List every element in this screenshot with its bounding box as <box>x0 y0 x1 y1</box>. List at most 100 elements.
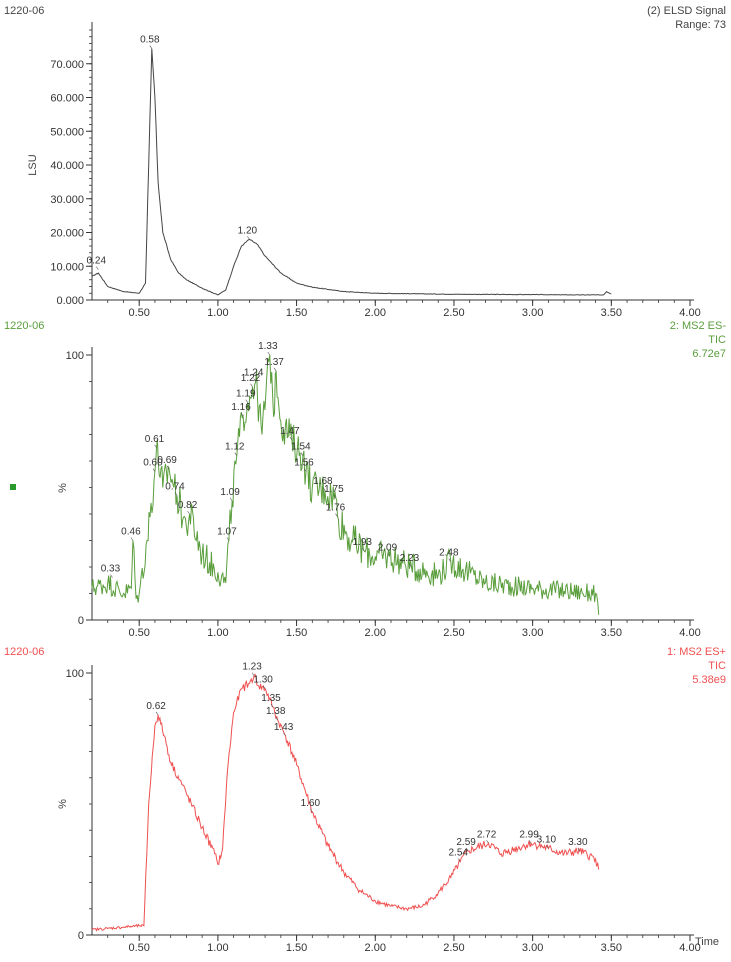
panel-header-line-3: 5.38e9 <box>692 674 726 686</box>
sample-id: 1220-06 <box>4 5 44 17</box>
peak-leader <box>110 574 113 578</box>
peak-leader <box>335 513 338 517</box>
panel-header-line-1: 2: MS2 ES- <box>670 320 727 332</box>
series-line <box>91 48 612 296</box>
peak-leader <box>273 367 277 372</box>
peak-label: 0.24 <box>87 256 107 267</box>
x-tick-label: 4.00 <box>679 627 700 639</box>
series-line <box>91 354 600 615</box>
x-tick-label: 0.50 <box>128 627 149 639</box>
panel-header-line-3: 6.72e7 <box>692 348 726 360</box>
x-tick-label: 1.50 <box>286 627 307 639</box>
peak-leader <box>166 465 170 470</box>
peak-label: 0.69 <box>157 455 177 466</box>
y-tick-label: 100 <box>66 350 84 362</box>
peak-label: 1.76 <box>326 503 346 514</box>
x-tick-label: 2.50 <box>443 627 464 639</box>
peak-label: 1.47 <box>280 426 300 437</box>
sample-id: 1220-06 <box>4 646 44 658</box>
peak-leader <box>262 685 266 689</box>
peak-label: 0.62 <box>146 701 166 712</box>
y-tick-label: 10.000 <box>50 261 84 273</box>
peak-label: 1.23 <box>242 662 262 673</box>
x-tick-label: 3.00 <box>522 627 543 639</box>
peak-leader <box>155 711 159 716</box>
y-axis-title: LSU <box>27 154 39 175</box>
peak-leader <box>229 497 233 501</box>
x-tick-label: 3.50 <box>601 627 622 639</box>
peak-label: 2.54 <box>449 848 469 859</box>
peak-leader <box>577 847 581 852</box>
panel-ms-pos: 1220-06 1: MS2 ES+ TIC 5.38e9 % Time 0.5… <box>4 646 726 954</box>
y-tick-label: 100 <box>66 668 84 680</box>
panel-header-line-1: (2) ELSD Signal <box>647 5 726 17</box>
y-axis-title: % <box>57 799 69 809</box>
peak-label: 3.30 <box>568 837 588 848</box>
peak-leader <box>300 452 304 456</box>
panel-ms-neg: 1220-06 2: MS2 ES- TIC 6.72e7 % 0.50 1.00… <box>4 320 726 639</box>
peak-label: 1.30 <box>253 675 273 686</box>
x-tick-label: 0.50 <box>128 307 149 319</box>
peak-label: 1.75 <box>324 484 344 495</box>
peak-leader <box>387 553 390 557</box>
panel-elsd: 1220-06 (2) ELSD Signal Range: 73 LSU 0.… <box>4 5 726 319</box>
x-tick-label: 1.00 <box>207 307 228 319</box>
peak-label: 2.72 <box>477 829 497 840</box>
peak-leader <box>457 858 461 862</box>
peak-label: 0.46 <box>121 527 141 538</box>
y-tick-label: 0 <box>78 930 84 942</box>
x-tick-label: 2.00 <box>365 307 386 319</box>
peak-label: 1.22 <box>241 373 261 384</box>
x-tick-label: 1.50 <box>286 942 307 954</box>
peak-leader <box>226 537 230 541</box>
peak-label: 1.68 <box>313 476 333 487</box>
peak-label: 1.24 <box>244 368 264 379</box>
x-tick-label: 2.50 <box>443 307 464 319</box>
peak-leader <box>275 716 278 721</box>
peak-label: 0.82 <box>178 500 198 511</box>
panel-header-line-2: Range: 73 <box>675 19 726 31</box>
series-line <box>91 673 600 932</box>
x-tick-label: 1.00 <box>207 627 228 639</box>
peak-label: 1.09 <box>220 487 240 498</box>
peak-label: 1.12 <box>225 442 245 453</box>
y-tick-label: 20.000 <box>50 228 84 240</box>
y-tick-label: 40.000 <box>50 160 84 172</box>
y-tick-label: 60.000 <box>50 93 84 105</box>
x-tick-label: 3.00 <box>522 307 543 319</box>
peak-leader <box>310 808 313 813</box>
y-tick-label: 30.000 <box>50 194 84 206</box>
y-tick-label: 50.000 <box>50 126 84 138</box>
peak-label: 3.10 <box>537 835 557 846</box>
peak-leader <box>253 378 256 382</box>
peak-leader <box>245 399 249 403</box>
peak-leader <box>96 266 99 270</box>
x-tick-label: 4.00 <box>679 307 700 319</box>
peak-leader <box>528 840 532 844</box>
peak-label: 1.16 <box>231 402 251 413</box>
peak-label: 1.38 <box>266 706 286 717</box>
peak-label: 1.07 <box>217 527 237 538</box>
peak-leader <box>174 492 178 496</box>
peak-leader <box>234 452 238 456</box>
peak-leader <box>247 236 250 240</box>
y-axis-title: % <box>57 483 69 493</box>
peak-label: 1.56 <box>294 458 314 469</box>
peak-leader <box>333 494 337 499</box>
peak-label: 1.19 <box>236 389 256 400</box>
peak-leader <box>251 672 255 676</box>
peak-leader <box>154 444 157 448</box>
x-tick-label: 4.00 <box>679 942 700 954</box>
peak-label: 1.35 <box>261 693 281 704</box>
peak-leader <box>486 840 489 844</box>
peak-leader <box>409 563 412 568</box>
peak-label: 0.61 <box>145 434 165 445</box>
y-tick-label: 0.000 <box>56 295 84 307</box>
peak-leader <box>240 412 244 417</box>
peak-label: 2.59 <box>456 837 476 848</box>
peak-leader <box>149 45 153 49</box>
peak-leader <box>152 468 156 472</box>
x-tick-label: 2.00 <box>365 627 386 639</box>
peak-leader <box>361 547 365 552</box>
